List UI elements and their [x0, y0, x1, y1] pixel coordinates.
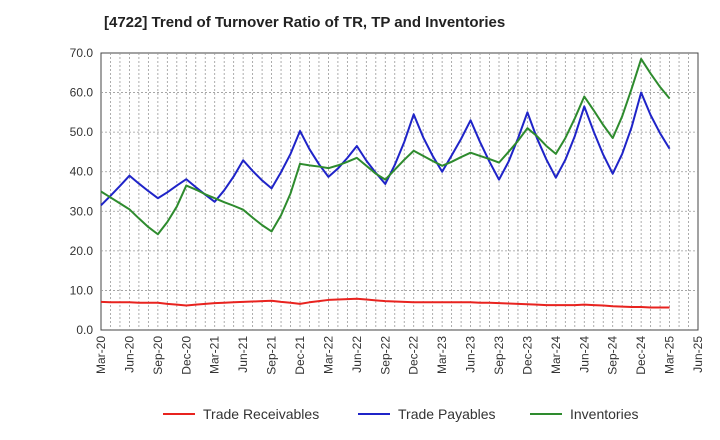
x-tick-label: Dec-22: [407, 336, 421, 375]
x-tick-label: Sep-20: [151, 336, 165, 375]
x-tick-label: Jun-21: [236, 336, 250, 373]
x-tick-label: Sep-23: [492, 336, 506, 375]
x-tick-label: Mar-25: [663, 336, 677, 374]
x-tick-label: Jun-23: [464, 336, 478, 373]
legend: Trade Receivables Trade Payables Inventori…: [163, 406, 638, 422]
y-tick-label: 40.0: [70, 165, 94, 179]
x-tick-label: Mar-22: [321, 336, 335, 374]
x-tick-label: Dec-20: [179, 336, 193, 375]
x-tick-label: Sep-22: [378, 336, 392, 375]
x-tick-label: Jun-20: [122, 336, 136, 373]
y-tick-label: 20.0: [70, 244, 94, 258]
x-axis: Mar-20 Jun-20 Sep-20 Dec-20 Mar-21 Jun-21 Sep-…: [94, 336, 705, 375]
y-tick-label: 0.0: [76, 323, 93, 337]
x-tick-label: Jun-24: [577, 336, 591, 373]
legend-label: Trade Payables: [398, 406, 496, 422]
x-tick-label: Mar-23: [435, 336, 449, 374]
series-line: [100, 91, 671, 207]
x-tick-label: Mar-24: [549, 336, 563, 374]
legend-label: Trade Receivables: [203, 406, 319, 422]
y-tick-label: 50.0: [70, 125, 94, 139]
x-tick-label: Jun-22: [350, 336, 364, 373]
grid-lines: [101, 53, 698, 330]
series-line: [100, 297, 670, 309]
series-lines: [100, 57, 671, 309]
plot-area-frame: [100, 52, 699, 331]
x-tick-label: Mar-21: [208, 336, 222, 374]
y-tick-label: 70.0: [70, 46, 94, 60]
x-tick-label: Mar-20: [94, 336, 108, 374]
x-tick-label: Dec-24: [634, 336, 648, 375]
y-tick-label: 30.0: [70, 204, 94, 218]
x-tick-label: Sep-24: [606, 336, 620, 375]
series-line: [100, 57, 671, 236]
x-tick-label: Dec-23: [520, 336, 534, 375]
chart-title: [4722] Trend of Turnover Ratio of TR, TP…: [104, 14, 506, 31]
y-tick-label: 60.0: [70, 86, 94, 100]
y-tick-label: 10.0: [70, 283, 94, 297]
x-tick-label: Jun-25: [691, 336, 705, 373]
x-tick-label: Dec-21: [293, 336, 307, 375]
x-tick-label: Sep-21: [265, 336, 279, 375]
legend-label: Inventories: [570, 406, 638, 422]
y-axis: 0.0 10.0 20.0 30.0 40.0 50.0 60.0 70.0: [70, 46, 94, 337]
